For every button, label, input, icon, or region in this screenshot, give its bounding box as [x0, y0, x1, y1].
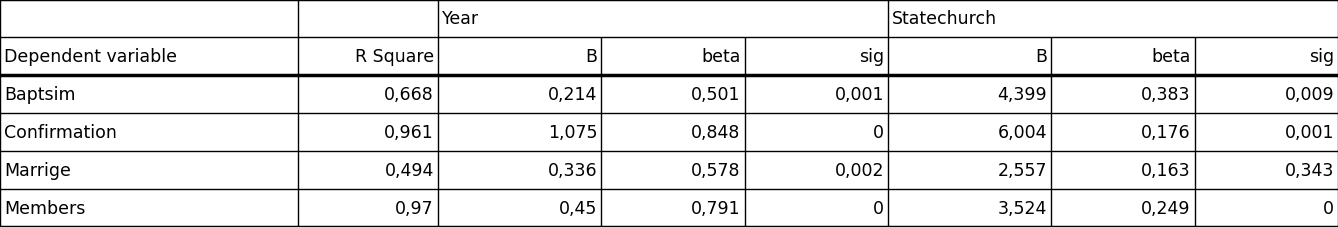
Text: 0,163: 0,163 [1141, 161, 1191, 179]
Text: 0,249: 0,249 [1141, 199, 1191, 217]
Text: 0,214: 0,214 [547, 86, 597, 104]
Text: 0,009: 0,009 [1284, 86, 1334, 104]
Text: 3,524: 3,524 [998, 199, 1048, 217]
Text: 0,176: 0,176 [1141, 123, 1191, 141]
Text: Year: Year [442, 10, 479, 28]
Text: 1,075: 1,075 [547, 123, 597, 141]
Text: 0: 0 [1323, 199, 1334, 217]
Text: 6,004: 6,004 [998, 123, 1048, 141]
Text: 0,97: 0,97 [395, 199, 434, 217]
Text: 0,45: 0,45 [559, 199, 597, 217]
Text: Marrige: Marrige [4, 161, 71, 179]
Text: Statechurch: Statechurch [892, 10, 997, 28]
Text: beta: beta [701, 48, 740, 66]
Text: B: B [1036, 48, 1048, 66]
Text: 0,501: 0,501 [690, 86, 740, 104]
Text: 0,961: 0,961 [384, 123, 434, 141]
Text: sig: sig [1309, 48, 1334, 66]
Text: 0,343: 0,343 [1284, 161, 1334, 179]
Text: 0,494: 0,494 [384, 161, 434, 179]
Text: 0,002: 0,002 [835, 161, 884, 179]
Text: Baptsim: Baptsim [4, 86, 75, 104]
Text: B: B [585, 48, 597, 66]
Text: 0,578: 0,578 [690, 161, 740, 179]
Text: 0,001: 0,001 [835, 86, 884, 104]
Text: 0,668: 0,668 [384, 86, 434, 104]
Text: 2,557: 2,557 [998, 161, 1048, 179]
Text: 0: 0 [872, 123, 884, 141]
Text: 0,848: 0,848 [692, 123, 740, 141]
Text: R Square: R Square [355, 48, 434, 66]
Text: sig: sig [859, 48, 884, 66]
Text: 4,399: 4,399 [998, 86, 1048, 104]
Text: 0,336: 0,336 [547, 161, 597, 179]
Text: 0,001: 0,001 [1284, 123, 1334, 141]
Text: 0: 0 [872, 199, 884, 217]
Text: 0,791: 0,791 [690, 199, 740, 217]
Text: Members: Members [4, 199, 86, 217]
Text: beta: beta [1151, 48, 1191, 66]
Text: Confirmation: Confirmation [4, 123, 116, 141]
Text: 0,383: 0,383 [1141, 86, 1191, 104]
Text: Dependent variable: Dependent variable [4, 48, 177, 66]
